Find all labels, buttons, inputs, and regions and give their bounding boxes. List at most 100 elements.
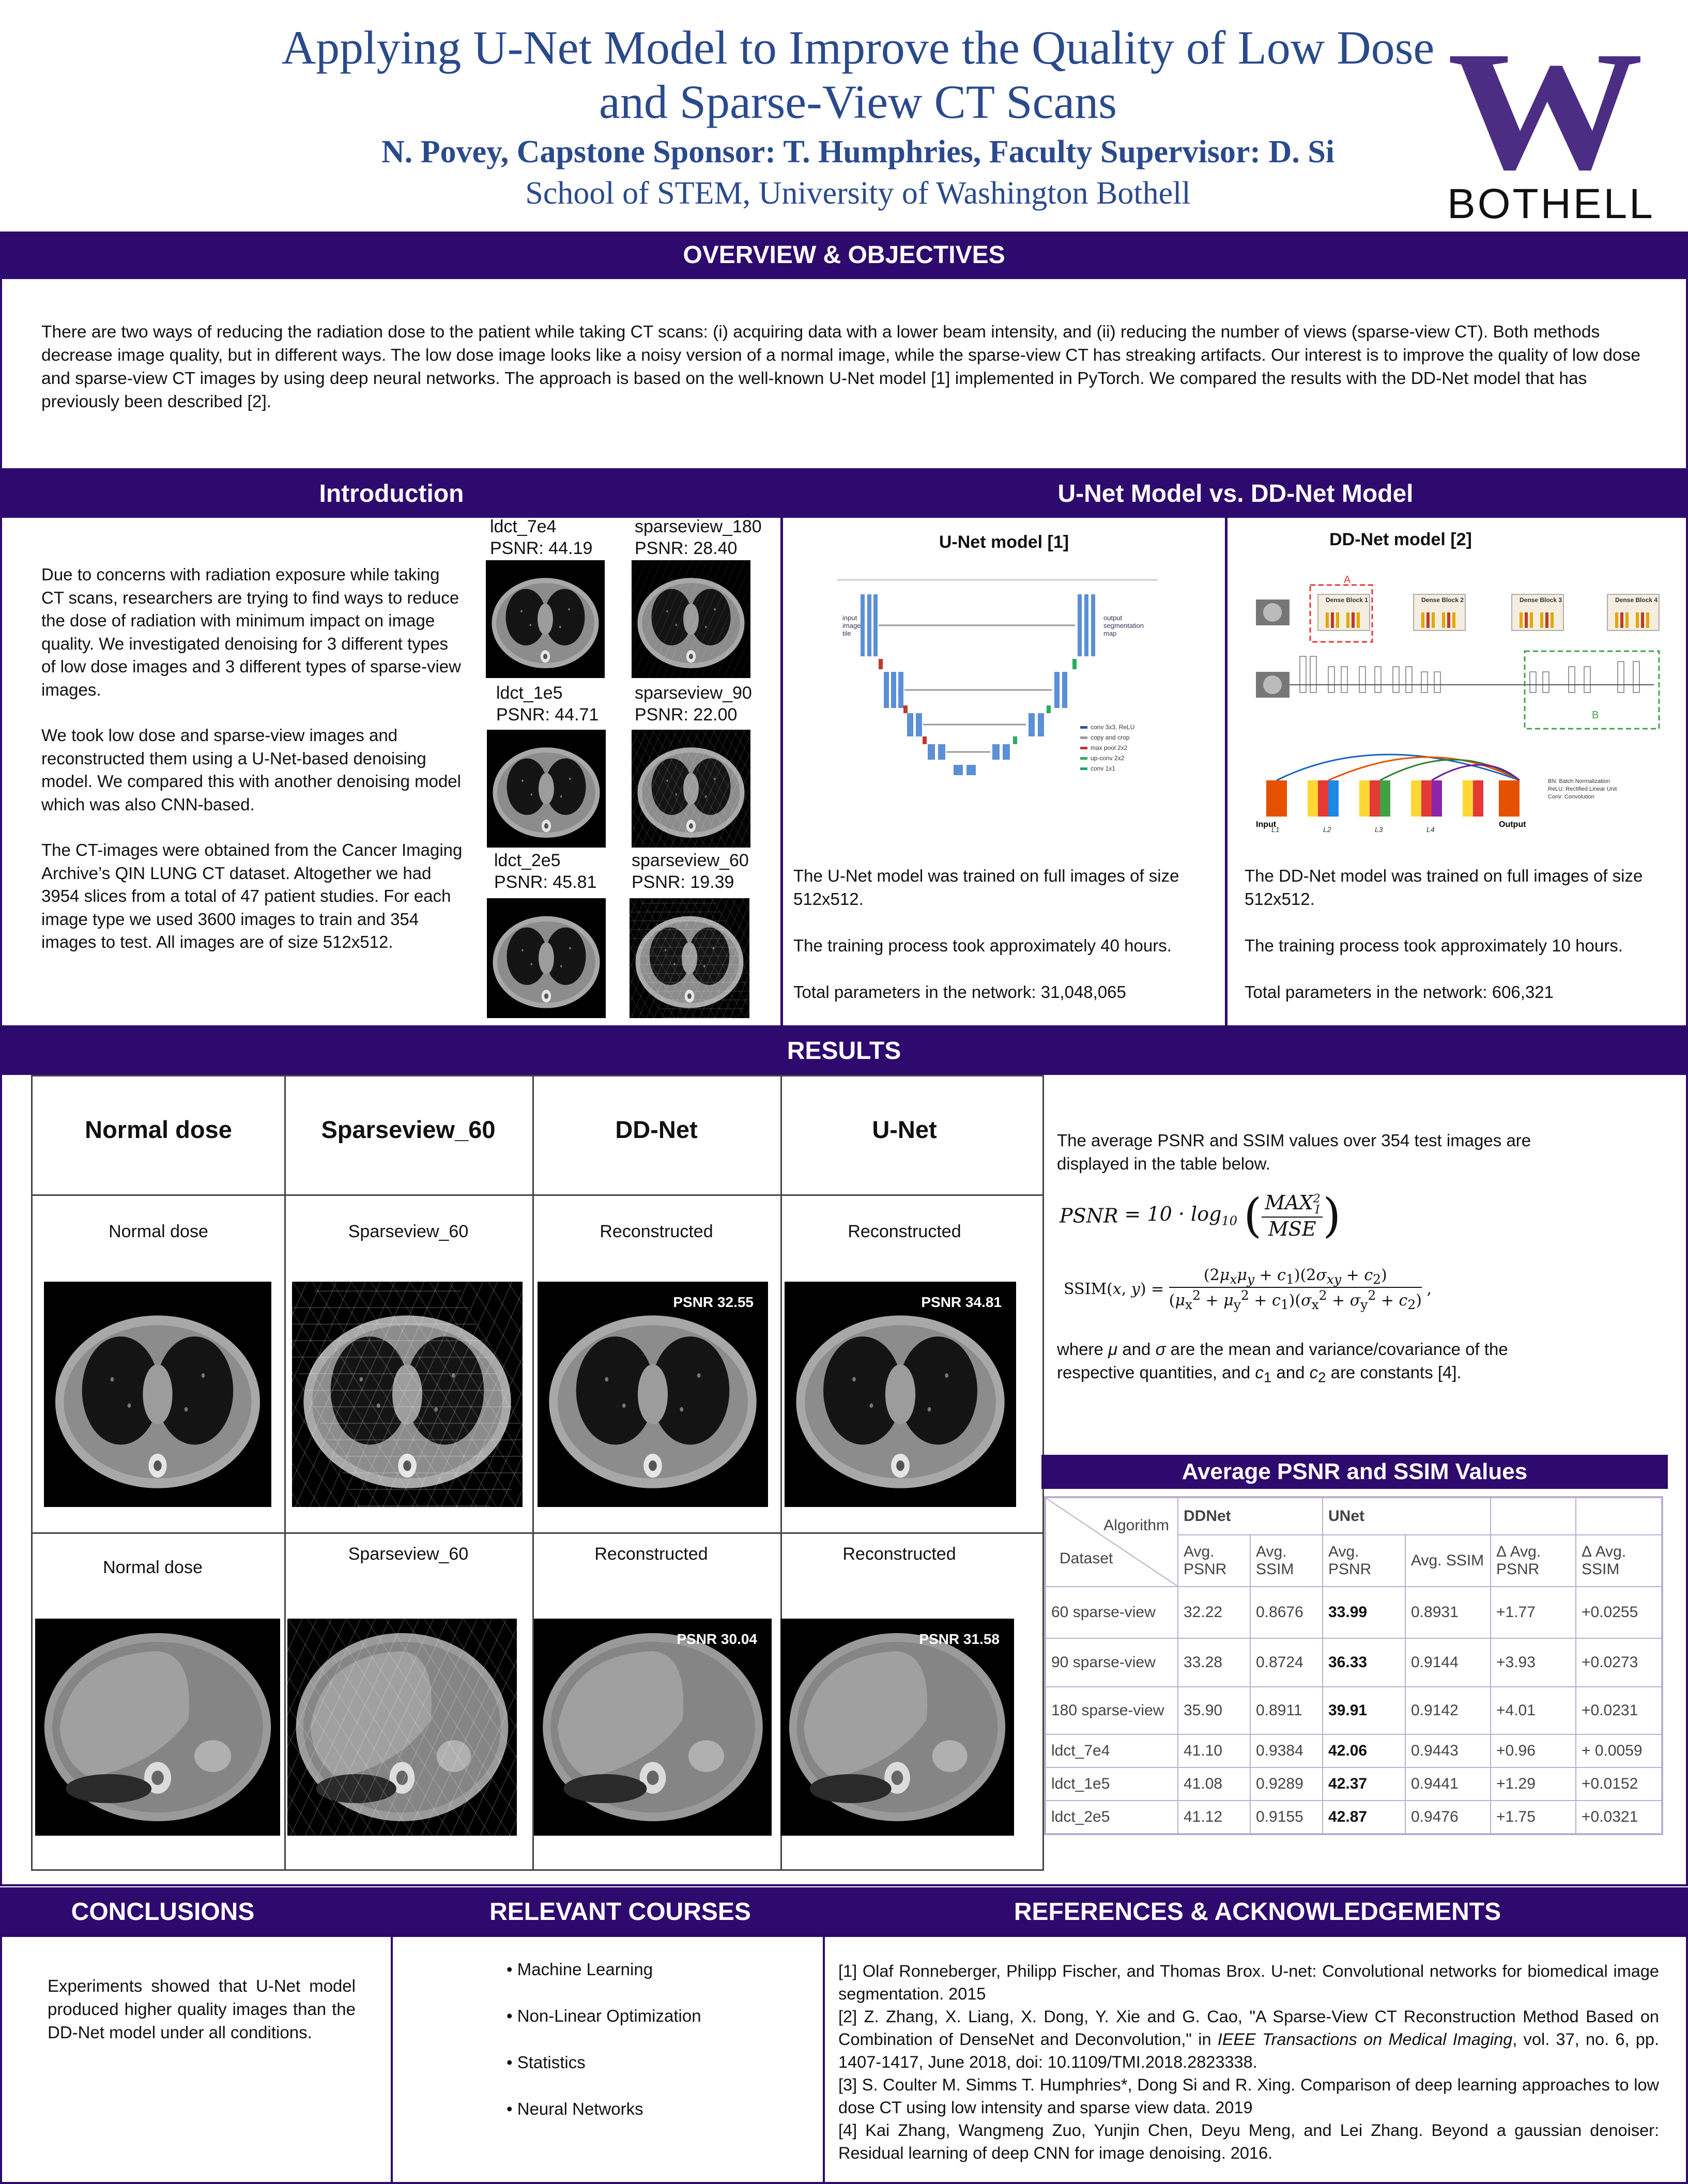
ct-image (487, 898, 606, 1018)
group-unet: UNet (1322, 1497, 1491, 1535)
ddnet-block-label: Dense Block 3 (1520, 596, 1562, 604)
table-row: 180 sparse-view 35.90 0.8911 39.91 0.914… (1045, 1686, 1662, 1735)
row-value: 33.28 (1177, 1638, 1251, 1687)
ddnet-description: The DD-Net model was trained on full ima… (1245, 864, 1668, 1004)
svg-text:segmentation: segmentation (1103, 622, 1144, 629)
references-panel (823, 1937, 1688, 2184)
logo-letter: W (1447, 17, 1644, 205)
row-value: 42.87 (1322, 1800, 1406, 1834)
poster-header: Applying U-Net Model to Improve the Qual… (227, 21, 1488, 214)
divider (780, 518, 783, 1027)
results-table: Algorithm Dataset DDNet UNet Avg. PSNR A… (1045, 1497, 1662, 1834)
ct-image-panel: PSNR 30.04 (534, 1619, 772, 1836)
metrics-note-and: and (1271, 1363, 1310, 1382)
results-table-wrapper: Algorithm Dataset DDNet UNet Avg. PSNR A… (1044, 1496, 1663, 1835)
svg-text:copy and crop: copy and crop (1091, 734, 1130, 741)
svg-text:max pool 2x2: max pool 2x2 (1091, 744, 1128, 751)
svg-text:input: input (842, 614, 857, 622)
row-dataset: 90 sparse-view (1045, 1638, 1178, 1687)
sample-psnr: PSNR: 45.81 (494, 872, 597, 892)
row-dataset: 180 sparse-view (1045, 1686, 1178, 1735)
row-value: +0.0231 (1575, 1686, 1662, 1735)
mu-symbol: μ (1108, 1340, 1118, 1359)
ct-image (534, 1619, 772, 1836)
row-value: +0.96 (1490, 1734, 1576, 1768)
subhead: Δ Avg. SSIM (1575, 1534, 1662, 1587)
subhead: Avg. PSNR (1322, 1534, 1406, 1587)
c2-symbol: c (1309, 1363, 1318, 1382)
metrics-intro: The average PSNR and SSIM values over 35… (1057, 1131, 1531, 1173)
divider (1225, 518, 1227, 1027)
row-dataset: ldct_2e5 (1045, 1800, 1178, 1834)
course-label: Neural Networks (517, 2099, 643, 2118)
ct-image-panel: PSNR 32.55 (538, 1282, 768, 1507)
sample-psnr: PSNR: 44.71 (496, 705, 599, 725)
c1-subscript: 1 (1263, 1369, 1272, 1386)
course-item: • Neural Networks (507, 2099, 643, 2118)
psnr-tag: PSNR 31.58 (919, 1631, 1000, 1647)
sample-name: ldct_2e5 (494, 851, 561, 870)
ct-image (538, 1282, 768, 1507)
metrics-note-and: and (1117, 1340, 1156, 1359)
ct-image (780, 1619, 1014, 1836)
subhead: Avg. SSIM (1405, 1534, 1491, 1587)
ct-image (632, 560, 750, 678)
row-value: +0.0273 (1575, 1638, 1662, 1687)
row-value: +1.29 (1490, 1767, 1576, 1801)
ddnet-architecture-diagram: Dense Block 1 Dense Block 2 Dense Block … (1251, 563, 1664, 832)
sample-label: ldct_2e5 PSNR: 45.81 (494, 850, 596, 893)
c2-subscript: 2 (1318, 1369, 1326, 1386)
results-col-header: DD-Net (615, 1116, 698, 1143)
table-cell (1490, 1497, 1576, 1535)
table-row: 60 sparse-view 32.22 0.8676 33.99 0.8931… (1045, 1586, 1662, 1639)
row-value: +1.75 (1490, 1800, 1576, 1834)
row-value: 0.9155 (1250, 1800, 1323, 1834)
poster-title-line1: Applying U-Net Model to Improve the Qual… (281, 21, 1435, 74)
row-value: 36.33 (1322, 1638, 1406, 1687)
reference-2: [2] Z. Zhang, X. Liang, X. Dong, Y. Xie … (838, 2005, 1659, 2073)
ddnet-block-label: Dense Block 4 (1615, 596, 1658, 604)
psnr-tag: PSNR 30.04 (677, 1631, 757, 1647)
sample-name: sparseview_60 (632, 851, 749, 870)
sample-name: sparseview_90 (635, 683, 752, 703)
result-caption: Normal dose (109, 1222, 208, 1241)
overview-text: There are two ways of reducing the radia… (41, 322, 1641, 411)
ct-image-panel: PSNR 31.58 (780, 1619, 1014, 1836)
row-dataset: ldct_7e4 (1045, 1734, 1178, 1768)
uw-bothell-logo: W BOTHELL (1447, 26, 1655, 227)
sample-psnr: PSNR: 22.00 (635, 705, 738, 725)
references-text: [1] Olaf Ronneberger, Philipp Fischer, a… (838, 1960, 1659, 2164)
ct-image (35, 1619, 280, 1836)
conclusions-text: Experiments showed that U-Net model prod… (48, 1976, 356, 2042)
result-caption: Reconstructed (594, 1544, 708, 1564)
ct-image (632, 730, 750, 848)
row-value: 0.9441 (1405, 1767, 1491, 1801)
models-heading: U-Net Model vs. DD-Net Model (1057, 480, 1414, 507)
result-caption: Reconstructed (842, 1544, 956, 1564)
intro-paragraph-3: The CT-images were obtained from the Can… (41, 840, 463, 951)
ct-image (292, 1282, 523, 1507)
subhead: Avg. PSNR (1177, 1534, 1251, 1587)
course-item: • Statistics (507, 2053, 586, 2072)
course-label: Machine Learning (517, 1960, 653, 1979)
sample-name: ldct_7e4 (490, 517, 557, 536)
result-caption: Reconstructed (848, 1222, 961, 1241)
poster-title-line2: and Sparse-View CT Scans (599, 75, 1117, 128)
unet-desc-3: Total parameters in the network: 31,048,… (793, 982, 1126, 1002)
grid-line (284, 1076, 286, 1869)
unet-desc-2: The training process took approximately … (793, 936, 1172, 955)
row-value: +0.0321 (1575, 1800, 1662, 1834)
row-value: + 0.0059 (1575, 1734, 1662, 1768)
logo-text: BOTHELL (1447, 180, 1655, 227)
ddnet-desc-3: Total parameters in the network: 606,321 (1245, 982, 1554, 1002)
metrics-note: where μ and σ are the mean and variance/… (1057, 1337, 1543, 1389)
intro-paragraph-2: We took low dose and sparse-view images … (41, 726, 461, 814)
row-value: 41.08 (1177, 1767, 1251, 1801)
sample-name: ldct_1e5 (496, 683, 563, 703)
affiliation: School of STEM, University of Washington… (525, 176, 1191, 211)
course-item: • Machine Learning (507, 1960, 653, 1979)
intro-text: Due to concerns with radiation exposure … (41, 563, 465, 954)
grid-line (33, 1532, 1042, 1534)
row-value: +1.77 (1490, 1586, 1576, 1639)
ct-image (486, 560, 605, 678)
